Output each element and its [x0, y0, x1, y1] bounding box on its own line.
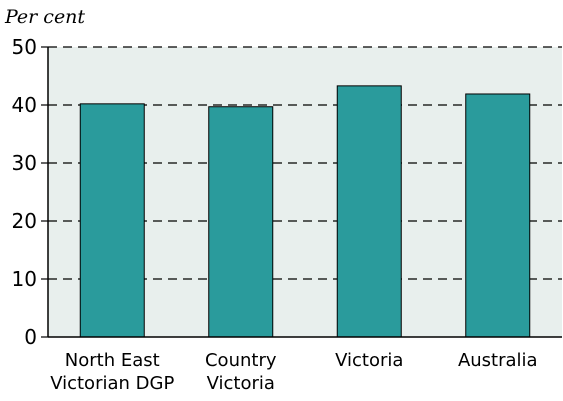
- x-tick-label-0-line-1: Victorian DGP: [50, 373, 174, 394]
- y-tick-label-40: 40: [12, 93, 37, 117]
- y-tick-label-20: 20: [12, 209, 37, 233]
- x-tick-label-1-line-0: Country: [205, 350, 277, 371]
- y-tick-label-0: 0: [24, 325, 37, 349]
- x-tick-label-2-line-0: Victoria: [335, 350, 403, 371]
- bar-3: [465, 93, 531, 338]
- x-tick-label-3-line-0: Australia: [458, 350, 538, 371]
- y-tick-label-50: 50: [12, 35, 37, 59]
- x-tick-label-1-line-1: Victoria: [207, 373, 275, 394]
- bars: [79, 85, 531, 338]
- x-tick-label-0-line-0: North East: [65, 350, 160, 371]
- y-tick-label-10: 10: [12, 267, 37, 291]
- bar-0: [79, 103, 145, 338]
- y-axis-unit-label: Per cent: [4, 6, 85, 28]
- bar-2: [336, 85, 402, 338]
- y-tick-labels: 0 10 20 30 40 50: [12, 35, 37, 349]
- bar-1: [208, 106, 274, 338]
- y-tick-label-30: 30: [12, 151, 37, 175]
